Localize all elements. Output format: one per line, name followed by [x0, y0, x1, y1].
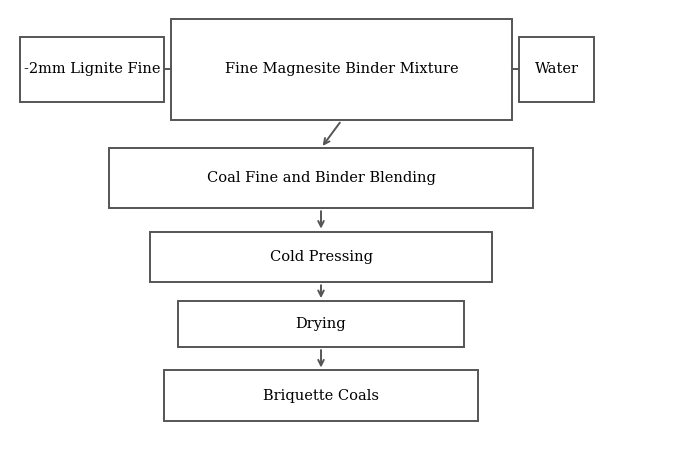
Bar — [178, 301, 464, 347]
Text: Drying: Drying — [296, 317, 346, 331]
Text: Water: Water — [535, 63, 579, 76]
Text: -2mm Lignite Fine: -2mm Lignite Fine — [24, 63, 161, 76]
Bar — [519, 37, 594, 102]
Text: Briquette Coals: Briquette Coals — [263, 389, 379, 403]
Text: Fine Magnesite Binder Mixture: Fine Magnesite Binder Mixture — [225, 63, 458, 76]
Bar — [109, 148, 533, 208]
Bar — [171, 19, 512, 120]
Bar — [164, 370, 478, 421]
Text: Coal Fine and Binder Blending: Coal Fine and Binder Blending — [206, 171, 436, 185]
Text: Cold Pressing: Cold Pressing — [270, 250, 372, 264]
Bar — [150, 232, 492, 282]
Bar — [20, 37, 164, 102]
